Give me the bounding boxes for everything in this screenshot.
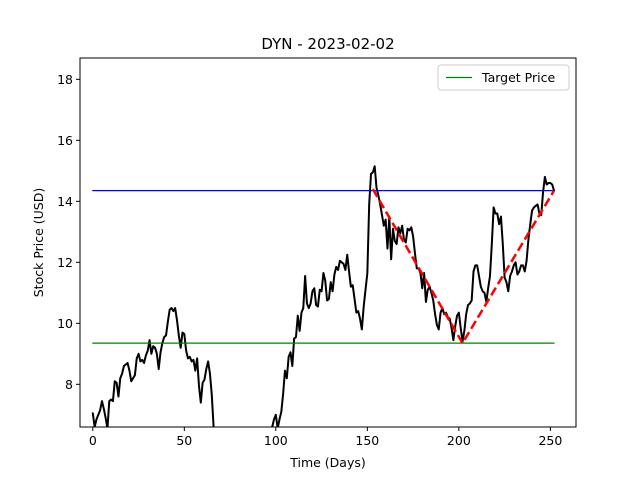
- chart-axes: 0 50 100 150 200 250 8 10 12 14 16 18: [57, 72, 562, 448]
- x-tick-label: 250: [538, 433, 562, 448]
- chart-title: DYN - 2023-02-02: [261, 35, 394, 53]
- y-tick-label: 8: [65, 377, 73, 392]
- y-tick-label: 14: [57, 194, 73, 209]
- x-axis-label: Time (Days): [289, 455, 366, 470]
- y-tick-label: 18: [57, 72, 73, 87]
- y-tick-label: 10: [57, 316, 73, 331]
- chart-marks: [91, 165, 556, 427]
- x-tick-label: 50: [176, 433, 192, 448]
- x-tick-label: 0: [89, 433, 97, 448]
- y-tick-label: 16: [57, 133, 73, 148]
- price-series-line: [91, 165, 556, 427]
- x-tick-label: 100: [264, 433, 288, 448]
- x-tick-label: 150: [355, 433, 379, 448]
- legend: Target Price: [437, 64, 570, 91]
- y-axis-label: Stock Price (USD): [31, 188, 46, 298]
- y-tick-label: 12: [57, 255, 73, 270]
- x-tick-label: 200: [447, 433, 471, 448]
- legend-box: [437, 64, 570, 91]
- plot-frame: [79, 57, 577, 428]
- legend-label: Target Price: [481, 70, 555, 85]
- pattern-series-line: [371, 188, 556, 345]
